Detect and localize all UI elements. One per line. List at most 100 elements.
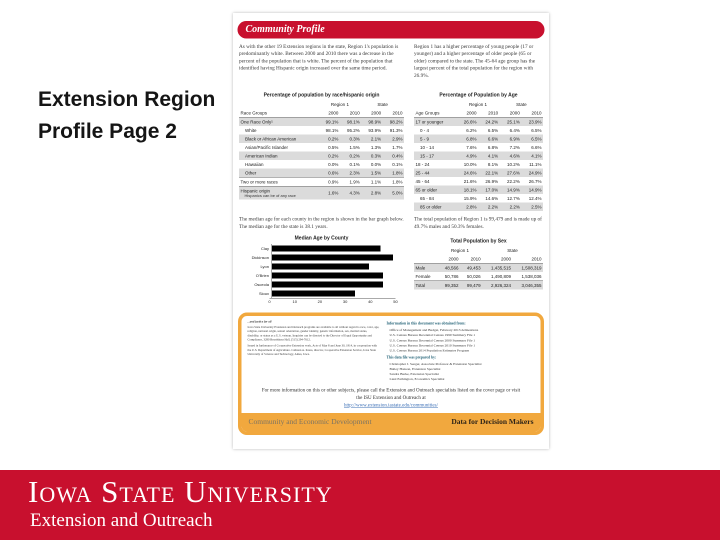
table-cell: 2.2% (487, 204, 499, 210)
table-cell: 1.5% (370, 170, 382, 176)
row-label: 17 or younger (415, 119, 444, 125)
cooperative-extension-statement: Issued in furtherance of Cooperative Ext… (247, 344, 377, 357)
table-cell: 3,046,355 (512, 280, 543, 290)
more-info-text: For more information on this or other su… (261, 387, 521, 401)
table-cell: 24.6% (463, 170, 477, 176)
year-header: 2000 (456, 108, 478, 118)
table-cell: 99,352 (437, 280, 460, 290)
table-cell: 6.5% (531, 127, 542, 133)
column-group-header (239, 100, 319, 109)
community-profile-document: Community Profile As with the other 19 E… (233, 13, 549, 449)
prepared-heading: This data file was prepared by: (386, 354, 437, 360)
bar-row: Lyon (241, 262, 404, 272)
age-table: Region 1 State Age Groups 2000 2010 2000 2010 1… (414, 100, 543, 212)
table-row: Hawaiian 0.0% 0.1% 0.0% 0.1% (239, 160, 404, 169)
sources-heading: Information in this document was obtaine… (386, 321, 466, 326)
source-item: U.S. Census Bureau 2014 Population Estim… (389, 348, 470, 353)
row-label: Asian/Pacific Islander (245, 144, 289, 150)
table-cell: 6.5% (487, 127, 499, 133)
column-group-header: State (507, 247, 518, 253)
table-cell: 93.9% (368, 127, 382, 133)
row-label: Female (415, 273, 431, 279)
stat-table: Region 1 State Race Groups 2000 2010 2000 2010… (239, 100, 404, 200)
table-cell: 6.6% (531, 144, 542, 150)
x-tick-label: 50 (393, 299, 398, 305)
table-row: White 98.1% 95.2% 93.9% 91.3% (239, 126, 404, 135)
table-cell: 99.1% (325, 119, 339, 125)
age-table-column: Percentage of Population by Age Region 1… (414, 85, 543, 212)
table-row: 25 - 44 24.6% 22.1% 27.6% 24.9% (414, 168, 543, 178)
year-header: 2000 (437, 254, 460, 264)
footer-box: ...and justice for all Iowa State Univer… (238, 312, 544, 436)
row-label: Hispanic origin Hispanics can be of any r… (239, 186, 319, 200)
table-cell: 0.0% (328, 161, 339, 167)
preparers-list: Christopher J. Seeger, Associate Profess… (387, 361, 535, 381)
bar-category-label: Dickinson (251, 255, 269, 260)
row-label: 5 - 9 (420, 136, 430, 142)
x-tick-label: 10 (292, 299, 297, 305)
row-header-label: Age Groups (414, 108, 457, 118)
year-header: 2010 (382, 108, 404, 118)
bar-track (271, 289, 399, 299)
more-info-link[interactable]: http://www.extension.iastate.edu/communi… (344, 402, 438, 409)
tables-section: Percentage of population by race/hispani… (233, 80, 549, 212)
median-age-chart: Median Age by County Clay Dickinson Lyon O'… (239, 236, 404, 306)
table-cell: 2.5% (531, 204, 542, 210)
table-cell: 0.2% (349, 153, 360, 159)
justice-line: ...and justice for all (247, 320, 272, 324)
table-cell: 2,926,324 (482, 280, 513, 290)
bar-track (271, 244, 399, 254)
source-item: U.S. Census Bureau Decennial Census 2000… (389, 338, 476, 343)
bar-obrien (272, 272, 383, 279)
bar-sioux (272, 290, 356, 297)
table-cell: 7.6% (466, 144, 477, 150)
table-cell: 0.3% (370, 153, 382, 159)
year-header: 2000 (318, 108, 340, 118)
table-cell: 2.8% (361, 186, 383, 200)
table-cell: 1.6% (318, 186, 340, 200)
table-cell: 6.4% (509, 127, 520, 133)
row-label: 85 or older (420, 204, 442, 210)
table-cell: 98.1% (347, 119, 360, 125)
table-cell: 1.7% (392, 144, 403, 150)
sex-table: Region 1 State 2000 2010 2000 2010 Male 48,566 4… (414, 246, 543, 290)
row-label: American Indian (245, 153, 278, 159)
charts-section: The median age for each county in the re… (233, 211, 549, 305)
table-cell: 1.5% (349, 144, 360, 150)
slide-title-line2: Profile Page 2 (38, 119, 177, 143)
table-cell: 14.9% (507, 187, 520, 193)
table-cell: 1,490,809 (491, 273, 512, 279)
table-cell: 8.1% (487, 161, 499, 167)
table-row: 45 - 64 21.6% 26.9% 22.2% 26.7% (414, 177, 543, 186)
table-row: 5 - 9 6.8% 6.6% 6.9% 6.5% (414, 134, 543, 144)
intro-paragraph-left: As with the other 19 Extension regions i… (239, 44, 399, 72)
table-cell: 95.2% (347, 127, 360, 133)
table-cell: 14.6% (485, 195, 499, 201)
table-cell: 5.0% (382, 186, 404, 200)
table-cell: 17.0% (485, 187, 499, 193)
row-label: 18 - 24 (415, 161, 430, 167)
race-table: Region 1 State Race Groups 2000 2010 2000 2010… (239, 100, 404, 200)
table-row: One Race Only¹ 99.1% 98.1% 98.9% 98.2% (239, 117, 404, 127)
footer-fineprint-row: ...and justice for all Iowa State Univer… (242, 316, 541, 386)
year-header: 2010 (459, 254, 483, 264)
nondiscrimination-statement: Iowa State University Extension and Outr… (247, 325, 380, 342)
table-cell: 4.1% (487, 153, 499, 159)
row-label: 10 - 14 (420, 144, 435, 150)
row-label: One Race Only¹ (240, 119, 273, 125)
table-cell: 4.1% (531, 153, 542, 159)
table-row: Other 0.6% 2.3% 1.5% 1.8% (239, 168, 404, 178)
median-age-column: The median age for each county in the re… (239, 216, 404, 305)
document-banner: Community Profile (237, 21, 545, 39)
table-row: 10 - 14 7.6% 6.8% 7.2% 6.6% (414, 143, 543, 152)
table-row: Asian/Pacific Islander 0.5% 1.5% 1.3% 1.7% (239, 143, 404, 152)
table-row: 17 or younger 26.6% 24.2% 25.1% 23.9% (414, 117, 543, 127)
table-cell: 1.8% (382, 177, 404, 187)
year-header: 2010 (512, 254, 543, 264)
table-cell: 21.6% (463, 178, 477, 184)
bar-row: Clay (241, 244, 404, 254)
isu-division: Extension and Outreach (30, 510, 213, 531)
table-cell: 0.5% (328, 144, 339, 150)
table-cell: 15.9% (463, 195, 477, 201)
table-cell: 7.2% (509, 144, 520, 150)
